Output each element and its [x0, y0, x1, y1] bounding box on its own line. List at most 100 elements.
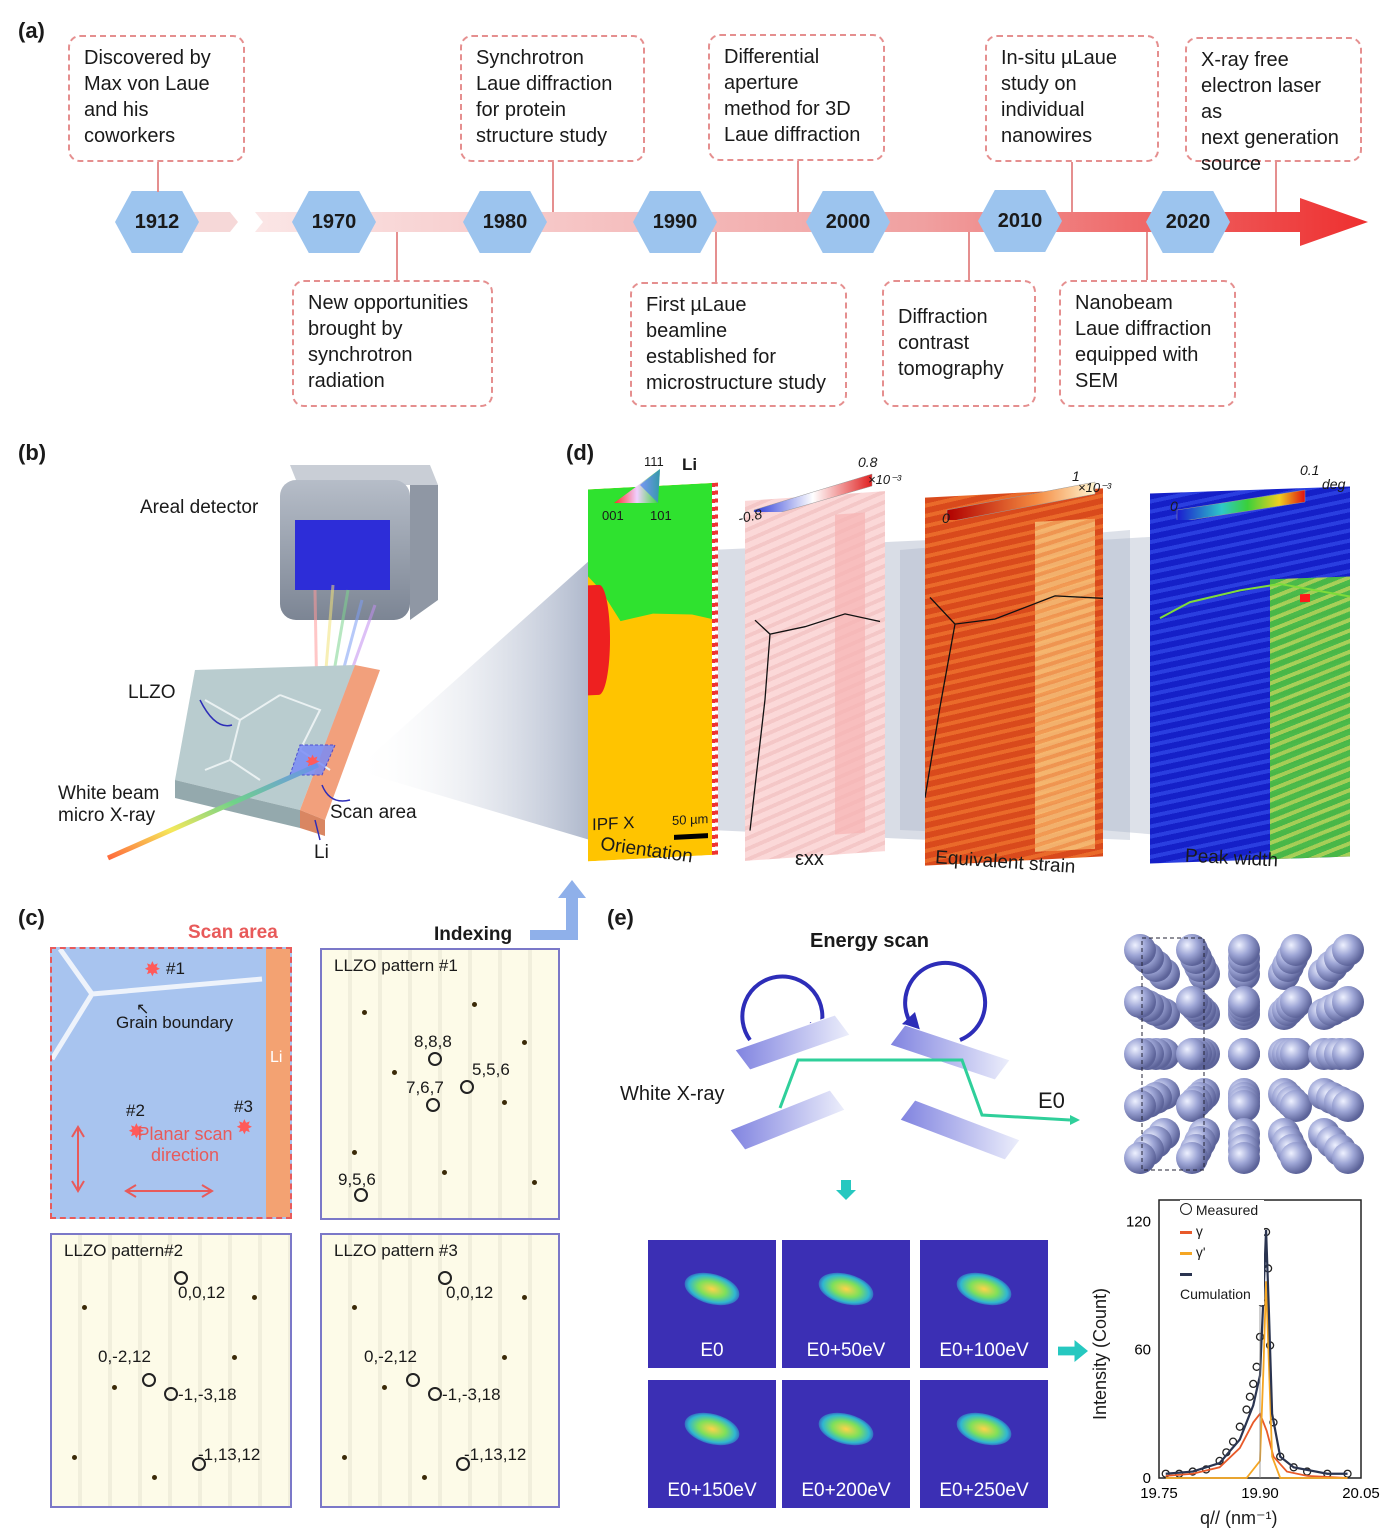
ipf-triangle-icon: [614, 469, 660, 503]
connector: [1071, 162, 1073, 212]
exx-unit: ×10⁻³: [868, 472, 902, 487]
panel-label-e: (e): [607, 905, 634, 930]
atom: [1332, 934, 1364, 966]
hkl-m1m318: -1,-3,18: [178, 1385, 237, 1404]
measured-point: [1249, 1379, 1258, 1389]
atom: [1332, 1090, 1364, 1122]
hkl-0m212: 0,-2,12: [98, 1347, 151, 1366]
timeline-box-insitu: In-situ µLaue study on individual nanowi…: [985, 35, 1159, 162]
areal-detector-icon: [280, 465, 438, 620]
rotation-arrow-left: [740, 974, 825, 1042]
atom: [1176, 1090, 1208, 1122]
spot-2-marker: ✸: [128, 1121, 145, 1143]
peak-width-map: [1150, 486, 1350, 864]
timeline-box-synchrotron: New opportunities brought by synchrotron…: [292, 280, 493, 407]
spot-3-marker: ✸: [236, 1117, 253, 1139]
energy-spot-100: E0+100eV: [920, 1240, 1048, 1368]
llzo-pattern-3: LLZO pattern #3 0,0,12 0,-2,12 -1,-3,18 …: [320, 1233, 560, 1508]
energy-scan-title: Energy scan: [810, 930, 929, 952]
atom: [1176, 1038, 1208, 1070]
atom: [1228, 1142, 1260, 1174]
planar-scan-label: Planar scan direction: [137, 1124, 233, 1165]
atom: [1176, 986, 1208, 1018]
pattern-3-title: LLZO pattern #3: [334, 1241, 458, 1260]
eq-min: 0: [942, 510, 950, 526]
hkl-0012: 0,0,12: [178, 1283, 226, 1302]
connector: [1275, 162, 1277, 212]
year-2000: 2000: [806, 191, 890, 253]
exx-map: [745, 491, 885, 861]
scan-area-label: Scan area: [330, 802, 417, 823]
atom: [1124, 1142, 1156, 1174]
scalebar-label: 50 µm: [672, 811, 709, 829]
atom: [1332, 986, 1364, 1018]
scan-area-title: Scan area: [188, 922, 278, 943]
atom: [1228, 934, 1260, 966]
indexing-label: Indexing: [434, 924, 513, 945]
crystal-3: [889, 1024, 1011, 1081]
timeline-box-1912: Discovered by Max von Laue and his cowor…: [68, 35, 245, 162]
connector: [715, 232, 717, 282]
spot-3-label: #3: [234, 1097, 253, 1116]
atom: [1280, 986, 1312, 1018]
hkl-m11312-b: -1,13,12: [464, 1445, 527, 1464]
connector: [797, 161, 799, 212]
setup-schematic: ✸: [106, 465, 438, 861]
eq-colorbar: [946, 481, 1096, 520]
scan-direction-arrows: [71, 1125, 214, 1198]
ipf-x-label: IPF X: [592, 812, 635, 835]
monochromatic-beam: [778, 1058, 1071, 1122]
timeline-box-nanobeam: Nanobeam Laue diffraction equipped with …: [1059, 280, 1236, 407]
ipf-111: 111: [644, 454, 664, 469]
pw-min: 0: [1170, 498, 1178, 514]
legend-gamma: γ: [1180, 1221, 1264, 1242]
atom: [1280, 1090, 1312, 1122]
spot-1-marker: ✸: [144, 959, 161, 981]
x-tick-label: 20.05: [1342, 1485, 1380, 1502]
measured-point: [1242, 1405, 1251, 1414]
crystal-lattice-illustration: [1124, 934, 1364, 1174]
chart-legend: Measured γ γ' Cumulation: [1180, 1200, 1264, 1305]
ipf-001: 001: [602, 508, 624, 523]
y-tick-label: 120: [1126, 1213, 1151, 1230]
llzo-sample: ✸: [175, 665, 380, 836]
panel-label-c: (c): [18, 905, 45, 930]
chart-xlabel: q// (nm⁻¹): [1200, 1508, 1278, 1528]
e0-label: E0: [1038, 1088, 1065, 1113]
timeline-box-ulaue: First µLaue beamline established for mic…: [630, 282, 847, 407]
atom: [1228, 1038, 1260, 1070]
energy-spot-50: E0+50eV: [782, 1240, 910, 1368]
atom: [1280, 1142, 1312, 1174]
measured-point: [1215, 1456, 1224, 1466]
atom: [1176, 1142, 1208, 1174]
atom: [1124, 934, 1156, 966]
atom: [1280, 1038, 1312, 1070]
down-arrow-icon: [836, 1180, 856, 1200]
hkl-m11312: -1,13,12: [198, 1445, 261, 1464]
energy-spot-250: E0+250eV: [920, 1380, 1048, 1508]
x-tick-label: 19.90: [1241, 1485, 1279, 1502]
orientation-map: IPF X 50 µm: [588, 482, 718, 862]
energy-spot-200: E0+200eV: [782, 1380, 910, 1508]
legend-gamma-prime: γ': [1180, 1242, 1264, 1263]
atom: [1124, 986, 1156, 1018]
year-2010: 2010: [978, 190, 1062, 252]
panel-label-a: (a): [18, 18, 45, 43]
grain-boundary-arrow: ↖: [136, 1001, 150, 1018]
year-1912: 1912: [115, 191, 199, 253]
right-arrow-icon: [1058, 1340, 1088, 1362]
li-strip-label: Li: [270, 1049, 283, 1066]
caption-exx: εxx: [795, 848, 824, 870]
series-line-cumulation: [1165, 1229, 1348, 1475]
year-1980: 1980: [463, 191, 547, 253]
connector: [552, 162, 554, 212]
scan-area-map: Li ✸ #1 ↖ Grain boundary #2 ✸ #3 ✸ Plana…: [50, 947, 292, 1219]
spot-1-label: #1: [166, 959, 185, 978]
atom: [1228, 1090, 1260, 1122]
eq-unit: ×10⁻³: [1078, 480, 1112, 495]
beam-label: White beam micro X-ray: [58, 783, 160, 826]
llzo-label: LLZO: [128, 682, 176, 703]
hkl-m1m318-b: -1,-3,18: [442, 1385, 501, 1404]
rotation-arrow-right: [903, 960, 988, 1042]
energy-spot-0: E0: [648, 1240, 776, 1368]
